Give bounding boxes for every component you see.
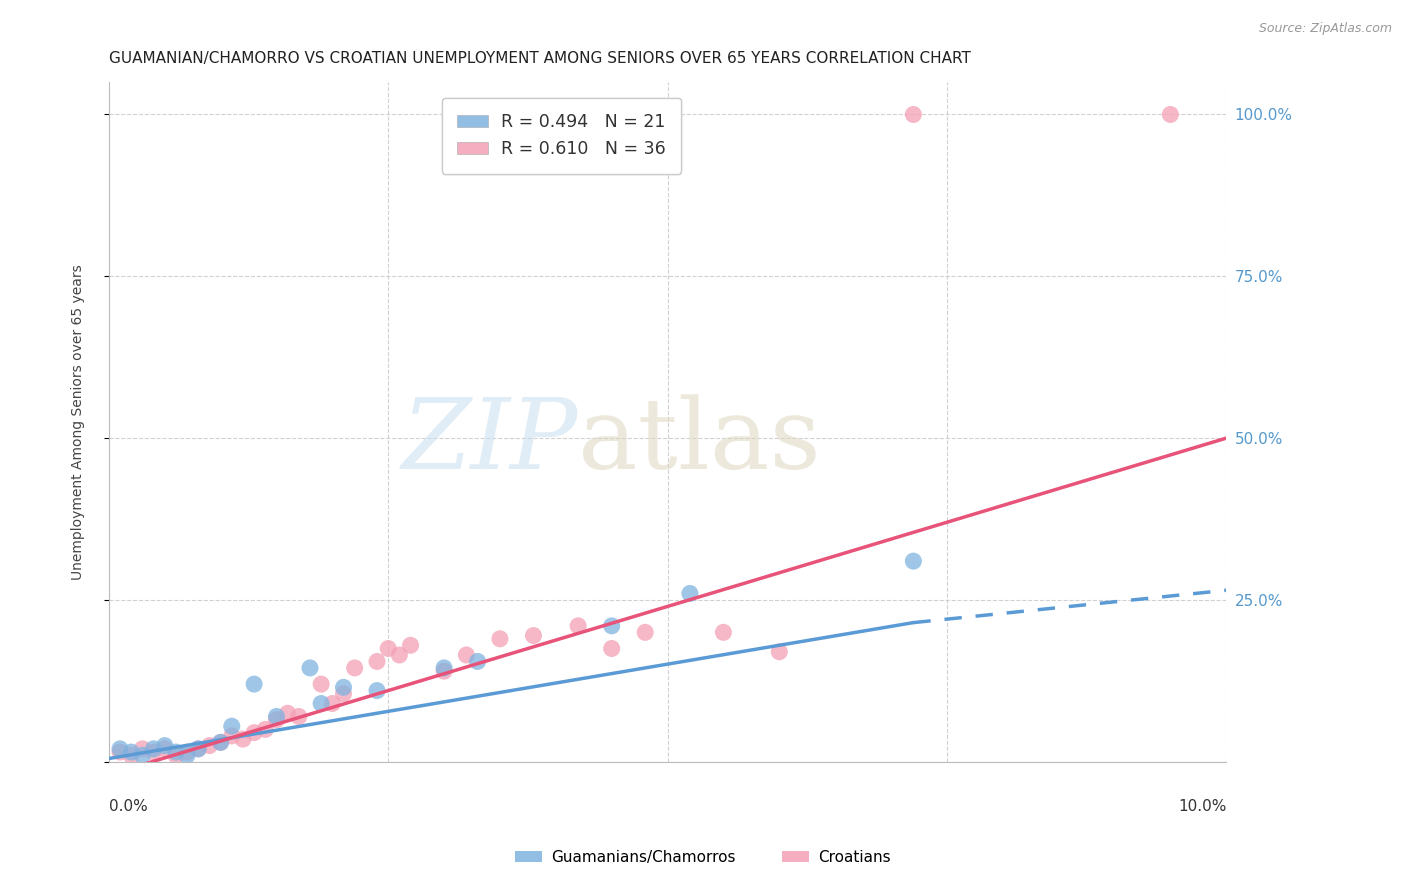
Point bbox=[120, 745, 142, 759]
Text: atlas: atlas bbox=[578, 394, 821, 491]
Point bbox=[366, 683, 388, 698]
Point bbox=[108, 745, 131, 759]
Legend: Guamanians/Chamorros, Croatians: Guamanians/Chamorros, Croatians bbox=[509, 844, 897, 871]
Point bbox=[187, 742, 209, 756]
Point bbox=[332, 687, 354, 701]
Point bbox=[131, 748, 153, 763]
Point bbox=[266, 713, 288, 727]
Point bbox=[254, 723, 277, 737]
Point bbox=[108, 742, 131, 756]
Point bbox=[377, 641, 399, 656]
Legend: R = 0.494   N = 21, R = 0.610   N = 36: R = 0.494 N = 21, R = 0.610 N = 36 bbox=[441, 97, 681, 174]
Point bbox=[243, 677, 266, 691]
Point bbox=[176, 748, 198, 763]
Point bbox=[343, 661, 366, 675]
Point bbox=[243, 725, 266, 739]
Point bbox=[489, 632, 512, 646]
Text: 10.0%: 10.0% bbox=[1178, 799, 1226, 814]
Point bbox=[165, 748, 187, 763]
Point bbox=[679, 586, 702, 600]
Text: ZIP: ZIP bbox=[402, 394, 578, 490]
Point bbox=[198, 739, 221, 753]
Point bbox=[209, 735, 232, 749]
Point bbox=[903, 554, 925, 568]
Point bbox=[567, 619, 589, 633]
Point bbox=[634, 625, 657, 640]
Point bbox=[277, 706, 299, 721]
Point bbox=[321, 697, 343, 711]
Point bbox=[600, 641, 623, 656]
Point bbox=[456, 648, 478, 662]
Point bbox=[433, 661, 456, 675]
Point bbox=[221, 719, 243, 733]
Point bbox=[131, 742, 153, 756]
Point bbox=[176, 745, 198, 759]
Point bbox=[332, 681, 354, 695]
Point bbox=[221, 729, 243, 743]
Point bbox=[713, 625, 735, 640]
Point bbox=[433, 664, 456, 678]
Y-axis label: Unemployment Among Seniors over 65 years: Unemployment Among Seniors over 65 years bbox=[72, 264, 86, 580]
Point bbox=[153, 739, 176, 753]
Point bbox=[522, 629, 544, 643]
Point bbox=[142, 745, 165, 759]
Point bbox=[309, 697, 332, 711]
Point bbox=[600, 619, 623, 633]
Point bbox=[232, 732, 254, 747]
Point bbox=[266, 709, 288, 723]
Point bbox=[399, 638, 422, 652]
Point bbox=[309, 677, 332, 691]
Point bbox=[768, 645, 790, 659]
Point bbox=[1159, 107, 1181, 121]
Text: 0.0%: 0.0% bbox=[108, 799, 148, 814]
Point bbox=[388, 648, 411, 662]
Point bbox=[467, 655, 489, 669]
Point bbox=[142, 742, 165, 756]
Point bbox=[153, 742, 176, 756]
Point bbox=[209, 735, 232, 749]
Point bbox=[165, 745, 187, 759]
Point bbox=[298, 661, 321, 675]
Point bbox=[288, 709, 311, 723]
Point bbox=[187, 742, 209, 756]
Point bbox=[903, 107, 925, 121]
Text: Source: ZipAtlas.com: Source: ZipAtlas.com bbox=[1258, 22, 1392, 36]
Point bbox=[366, 655, 388, 669]
Text: GUAMANIAN/CHAMORRO VS CROATIAN UNEMPLOYMENT AMONG SENIORS OVER 65 YEARS CORRELAT: GUAMANIAN/CHAMORRO VS CROATIAN UNEMPLOYM… bbox=[108, 51, 970, 66]
Point bbox=[120, 748, 142, 763]
